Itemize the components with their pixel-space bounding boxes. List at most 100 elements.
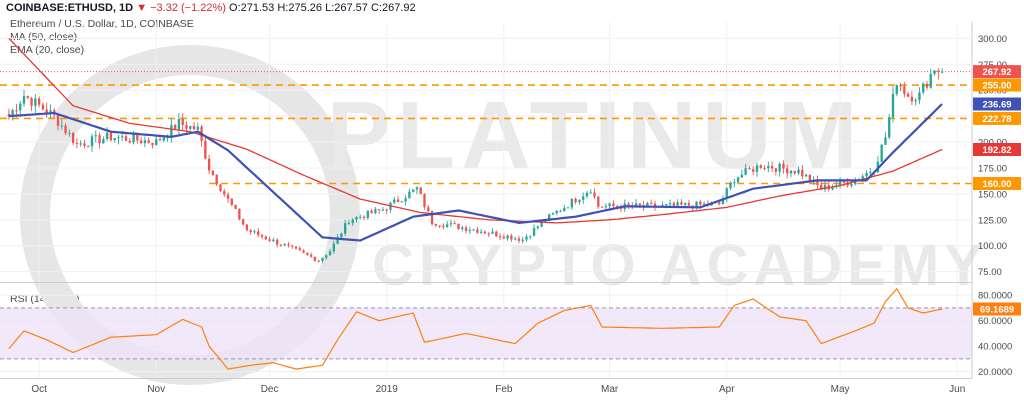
candle-body (219, 184, 222, 192)
candle-body (763, 167, 766, 169)
candle-body (850, 184, 853, 186)
candle-body (770, 165, 774, 169)
candle-body (748, 168, 751, 170)
candle-body (415, 187, 419, 190)
candle-body (903, 86, 906, 94)
candle-body (215, 174, 218, 185)
price-tag: 255.00 (982, 81, 1011, 92)
price-tag-bg (973, 177, 1021, 191)
x-tick-label: Mar (601, 384, 619, 395)
price-tag-bg (973, 65, 1021, 79)
candle-body (234, 204, 237, 209)
candle-body (317, 260, 320, 262)
candle-body (355, 216, 358, 220)
candle-body (128, 140, 131, 143)
candle-body (634, 203, 638, 207)
candle-body (374, 209, 377, 214)
candle-body (778, 163, 781, 172)
candle-body (109, 132, 113, 141)
candle-body (782, 163, 785, 169)
candle-body (162, 137, 165, 141)
candle-body (396, 199, 400, 202)
candle-body (517, 238, 521, 241)
candle-body (548, 214, 551, 221)
candle-body (196, 126, 199, 130)
candle-body (121, 136, 124, 138)
candle-body (665, 204, 668, 206)
candle-body (699, 201, 702, 205)
chart-title: Ethereum / U.S. Dollar, 1D, COINBASE (10, 18, 194, 30)
candle-body (612, 203, 615, 207)
price-tag-bg (973, 97, 1021, 111)
x-tick-label: Apr (719, 384, 735, 395)
candle-body (925, 83, 929, 88)
price-tag-bg (973, 78, 1021, 92)
candle-body (449, 223, 453, 225)
candle-body (366, 210, 369, 218)
ma-legend: MA (50, close) (10, 31, 78, 43)
ema20-line (8, 103, 943, 242)
price-tag: 236.69 (982, 100, 1011, 111)
candle-body (498, 236, 502, 238)
candle-body (30, 97, 33, 106)
candle-body (207, 158, 211, 171)
open-value: O:271.53 (229, 2, 275, 14)
candle-body (752, 169, 755, 172)
candle-body (510, 235, 513, 240)
candle-body (249, 230, 252, 233)
candle-body (427, 207, 430, 212)
price-tag-bg (973, 142, 1021, 156)
candle-body (90, 136, 94, 147)
candle-body (268, 239, 271, 241)
candle-body (147, 140, 150, 143)
watermark-line1: PLATINUM (327, 82, 864, 189)
candle-body (544, 220, 547, 222)
y-tick-label: 175.00 (978, 163, 1007, 174)
candle-body (283, 244, 286, 246)
candle-body (918, 92, 921, 101)
candle-body (151, 142, 154, 146)
ema-legend: EMA (20, close) (10, 44, 85, 56)
candle-body (744, 168, 747, 175)
candle-body (136, 134, 139, 141)
candle-body (170, 124, 173, 138)
candle-body (298, 248, 301, 251)
candle-body (627, 203, 630, 206)
candle-body (22, 96, 26, 104)
candle-body (105, 132, 109, 140)
candle-body (582, 196, 585, 200)
candle-body (604, 206, 608, 208)
rsi-tick-label: 80.0000 (978, 291, 1012, 302)
candle-body (808, 174, 812, 182)
candle-body (729, 182, 732, 189)
candle-body (929, 73, 932, 88)
candle-body (638, 203, 642, 206)
candle-body (279, 244, 283, 246)
candle-body (177, 119, 181, 130)
candle-body (189, 125, 192, 129)
candle-body (132, 134, 135, 143)
high-value: H:275.26 (277, 2, 323, 14)
candle-body (336, 237, 339, 244)
y-tick-label: 150.00 (978, 189, 1007, 200)
candle-body (113, 138, 116, 141)
candle-body (491, 231, 494, 234)
candle-body (11, 110, 14, 117)
candle-body (464, 227, 468, 231)
x-tick-label: Nov (147, 384, 165, 395)
rsi-band (0, 307, 972, 360)
candle-body (755, 165, 759, 172)
candle-body (291, 245, 294, 247)
price-tag: 192.82 (982, 145, 1011, 156)
symbol-header: COINBASE:ETHUSD, 1D ▼ −3.32 (−1.22%) O:2… (6, 2, 416, 14)
candle-body (102, 139, 105, 144)
candle-body (34, 98, 37, 106)
candle-body (60, 125, 63, 127)
candle-body (895, 85, 898, 94)
candle-body (359, 216, 362, 218)
candle-body (774, 168, 778, 172)
x-tick-label: Jun (949, 384, 965, 395)
candle-body (740, 174, 744, 178)
candle-body (525, 236, 528, 240)
candle-body (672, 203, 676, 206)
